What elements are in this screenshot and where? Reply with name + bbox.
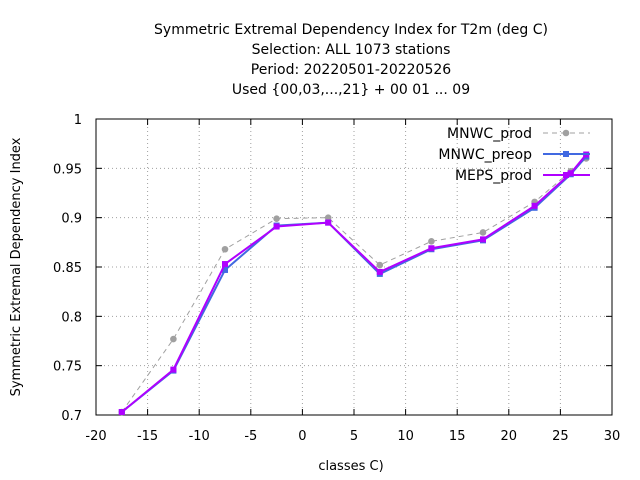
x-tick-label: -10 (189, 429, 210, 444)
x-tick-label: 15 (449, 429, 466, 444)
data-point (480, 236, 486, 243)
x-tick-label: 30 (604, 429, 621, 444)
y-tick-label: 0.75 (53, 360, 82, 375)
title-line: Selection: ALL 1073 stations (252, 42, 451, 58)
x-axis-label: classes C) (318, 459, 383, 474)
series-line (121, 155, 587, 413)
title-line: Symmetric Extremal Dependency Index for … (154, 22, 548, 38)
data-point (222, 261, 228, 268)
chart-title: Symmetric Extremal Dependency Index for … (154, 22, 548, 98)
y-tick-label: 0.8 (61, 310, 82, 325)
data-point (479, 229, 487, 236)
data-point (273, 223, 280, 230)
y-tick-label: 0.95 (53, 162, 82, 177)
legend: MNWC_prod MNWC_preop MEPS_prod (438, 126, 590, 184)
data-point (325, 219, 332, 226)
legend-marker (563, 151, 569, 157)
grid (96, 119, 612, 415)
x-tick-label: 20 (501, 429, 518, 444)
data-point (222, 266, 228, 273)
series-line (121, 158, 587, 413)
data-point (428, 238, 435, 245)
x-tick-label: -20 (85, 429, 106, 444)
data-point (170, 335, 177, 343)
legend-label: MEPS_prod (455, 168, 532, 184)
data-point (170, 366, 177, 373)
title-line: Period: 20220501-20220526 (251, 62, 451, 78)
legend-label: MNWC_preop (438, 147, 532, 163)
y-tick-label: 0.9 (61, 212, 82, 227)
x-tick-label: -5 (244, 429, 257, 444)
data-point (376, 268, 383, 275)
data-point (567, 170, 574, 177)
y-axis-label: Symmetric Extremal Dependency Index (9, 137, 24, 396)
data-point (428, 245, 435, 252)
y-tick-label: 1 (74, 113, 82, 128)
y-tick-label: 0.85 (53, 261, 82, 276)
data-point (118, 409, 125, 416)
x-tick-label: 25 (552, 429, 569, 444)
x-tick-label: 0 (298, 429, 306, 444)
x-tick-label: 10 (397, 429, 414, 444)
data-point (324, 214, 332, 221)
x-tick-label: 5 (350, 429, 358, 444)
title-line: Used {00,03,...,21} + 00 01 ... 09 (232, 82, 470, 98)
series-mnwc-prod (118, 155, 590, 416)
data-point (221, 245, 229, 253)
legend-marker (563, 172, 569, 178)
y-tick-label: 0.7 (61, 409, 82, 424)
data-point (273, 215, 280, 222)
legend-marker (562, 129, 570, 137)
legend-label: MNWC_prod (447, 126, 532, 142)
data-point (531, 202, 538, 209)
x-tick-label: -15 (137, 429, 158, 444)
axis-ticks: -20 -15 -10 -5 0 5 10 15 20 25 30 0.7 0.75 0.8 0.85 0.9… (53, 113, 620, 444)
data-point (376, 261, 384, 269)
